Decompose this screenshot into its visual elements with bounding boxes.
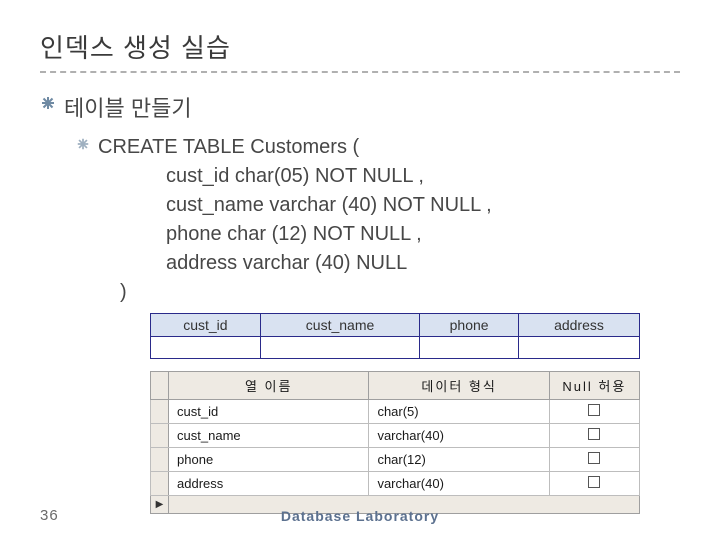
col-name-cell: address [169, 472, 369, 496]
footer-label: Database Laboratory [281, 508, 439, 524]
sql-line-5: address varchar (40) NULL [98, 249, 492, 278]
sql-row: CREATE TABLE Customers ( cust_id char(05… [76, 133, 680, 313]
checkbox-icon [588, 476, 600, 488]
schema-cell [518, 337, 639, 359]
designer-header: 데이터 형식 [369, 372, 549, 400]
checkbox-icon [588, 452, 600, 464]
designer-table: 열 이름 데이터 형식 Null 허용 cust_id char(5) cust… [150, 371, 640, 496]
col-name-cell: phone [169, 448, 369, 472]
designer-table-wrap: 열 이름 데이터 형식 Null 허용 cust_id char(5) cust… [150, 371, 640, 514]
checkbox-icon [588, 404, 600, 416]
data-type-cell: char(12) [369, 448, 549, 472]
row-selector[interactable] [151, 448, 169, 472]
footer: 36 Database Laboratory [0, 507, 720, 524]
col-name-cell: cust_name [169, 424, 369, 448]
null-check-cell[interactable] [549, 448, 639, 472]
sql-block: CREATE TABLE Customers ( cust_id char(05… [98, 133, 492, 307]
schema-cell [260, 337, 419, 359]
null-check-cell[interactable] [549, 400, 639, 424]
data-type-cell: varchar(40) [369, 472, 549, 496]
sql-line-4: phone char (12) NOT NULL , [98, 220, 492, 249]
null-check-cell[interactable] [549, 472, 639, 496]
subtitle-text: 테이블 만들기 [64, 91, 192, 123]
designer-header: Null 허용 [549, 372, 639, 400]
row-selector[interactable] [151, 424, 169, 448]
col-name-cell: cust_id [169, 400, 369, 424]
title-section: 인덱스 생성 실습 [40, 28, 680, 73]
null-check-cell[interactable] [549, 424, 639, 448]
schema-header: address [518, 314, 639, 337]
schema-header: phone [420, 314, 519, 337]
bullet-icon [40, 95, 56, 111]
data-type-cell: varchar(40) [369, 424, 549, 448]
row-selector[interactable] [151, 400, 169, 424]
sql-line-6: ) [98, 278, 492, 307]
schema-cell [151, 337, 261, 359]
sql-line-1: CREATE TABLE Customers ( [98, 133, 492, 162]
table-row: cust_id char(5) [151, 400, 640, 424]
sql-line-3: cust_name varchar (40) NOT NULL , [98, 191, 492, 220]
data-type-cell: char(5) [369, 400, 549, 424]
table-row: cust_name varchar(40) [151, 424, 640, 448]
schema-header: cust_id [151, 314, 261, 337]
checkbox-icon [588, 428, 600, 440]
schema-cell [420, 337, 519, 359]
table-row: phone char(12) [151, 448, 640, 472]
designer-header: 열 이름 [169, 372, 369, 400]
page-title: 인덱스 생성 실습 [40, 28, 680, 65]
schema-header: cust_name [260, 314, 419, 337]
page-number: 36 [40, 507, 59, 524]
subtitle-row: 테이블 만들기 [40, 91, 680, 133]
schema-table: cust_id cust_name phone address [150, 313, 640, 359]
table-row: address varchar(40) [151, 472, 640, 496]
row-selector[interactable] [151, 472, 169, 496]
bullet-icon [76, 137, 90, 151]
sql-line-2: cust_id char(05) NOT NULL , [98, 162, 492, 191]
